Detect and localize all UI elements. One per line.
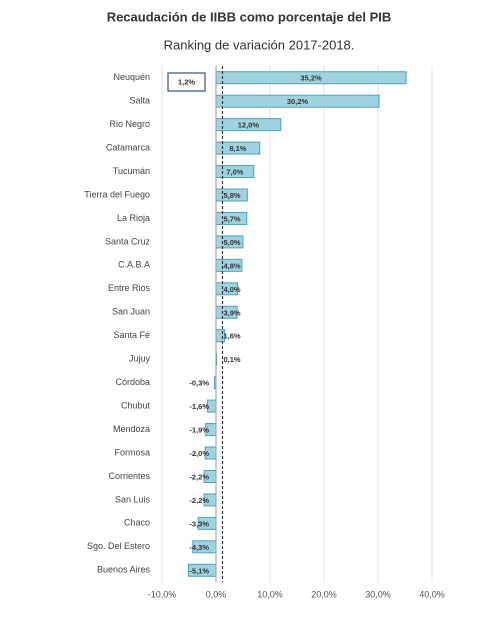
value-label: 4,8% — [223, 261, 240, 270]
value-label: 4,0% — [223, 285, 240, 294]
value-label: -0,3% — [189, 379, 209, 388]
category-label: Jujuy — [129, 354, 151, 364]
category-label: La Rioja — [117, 213, 150, 223]
category-label: Salta — [129, 96, 150, 106]
value-label: -4,3% — [189, 543, 209, 552]
category-label: San Juan — [112, 307, 150, 317]
value-label: 3,9% — [223, 308, 240, 317]
value-label: 35,2% — [300, 74, 322, 83]
category-label: Entre Rios — [108, 283, 151, 293]
value-label: -2,2% — [189, 496, 209, 505]
value-label: 5,0% — [223, 238, 240, 247]
category-label: Santa Fé — [113, 330, 150, 340]
category-label: Tucumán — [113, 166, 150, 176]
category-label: Mendoza — [113, 424, 150, 434]
chart-subtitle: Ranking de variación 2017-2018. — [164, 37, 355, 52]
value-label: 12,0% — [238, 121, 260, 130]
category-label: Chubut — [121, 400, 151, 410]
chart-title: Recaudación de IIBB como porcentaje del … — [107, 9, 392, 24]
category-label: Tierra del Fuego — [84, 189, 150, 199]
category-label: Catamarca — [106, 142, 150, 152]
x-tick-label: 10,0% — [257, 589, 283, 599]
value-label: 30,2% — [287, 97, 309, 106]
value-label: 5,8% — [223, 191, 240, 200]
category-label: Sgo. Del Estero — [87, 541, 150, 551]
x-tick-label: 20,0% — [311, 589, 337, 599]
x-tick-label: 40,0% — [419, 589, 445, 599]
category-label: Chaco — [124, 518, 150, 528]
x-tick-label: -10,0% — [148, 589, 177, 599]
value-label: 1,6% — [223, 332, 240, 341]
x-tick-label: 30,0% — [365, 589, 391, 599]
value-label: -3,3% — [189, 519, 209, 528]
category-label: Rio Negro — [109, 119, 150, 129]
value-label: -5,1% — [189, 566, 209, 575]
category-label: Neuquén — [113, 72, 150, 82]
category-label: Buenos Aires — [97, 565, 151, 575]
value-label: -1,9% — [189, 426, 209, 435]
value-label: -2,0% — [189, 449, 209, 458]
category-label: Santa Cruz — [105, 236, 151, 246]
value-label: 5,7% — [223, 214, 240, 223]
reference-box — [167, 72, 206, 92]
value-label: -1,6% — [189, 402, 209, 411]
category-label: Corrientes — [108, 471, 150, 481]
category-label: Córdoba — [115, 377, 150, 387]
category-label: C.A.B.A — [118, 260, 150, 270]
value-label: 7,0% — [226, 168, 243, 177]
x-tick-label: 0,0% — [206, 589, 227, 599]
reference-label: 1,2% — [178, 77, 195, 86]
value-label: -2,2% — [189, 472, 209, 481]
category-label: San Luis — [115, 494, 151, 504]
value-label: 8,1% — [229, 144, 246, 153]
category-label: Formosa — [114, 447, 150, 457]
value-label: 0,1% — [223, 355, 240, 364]
